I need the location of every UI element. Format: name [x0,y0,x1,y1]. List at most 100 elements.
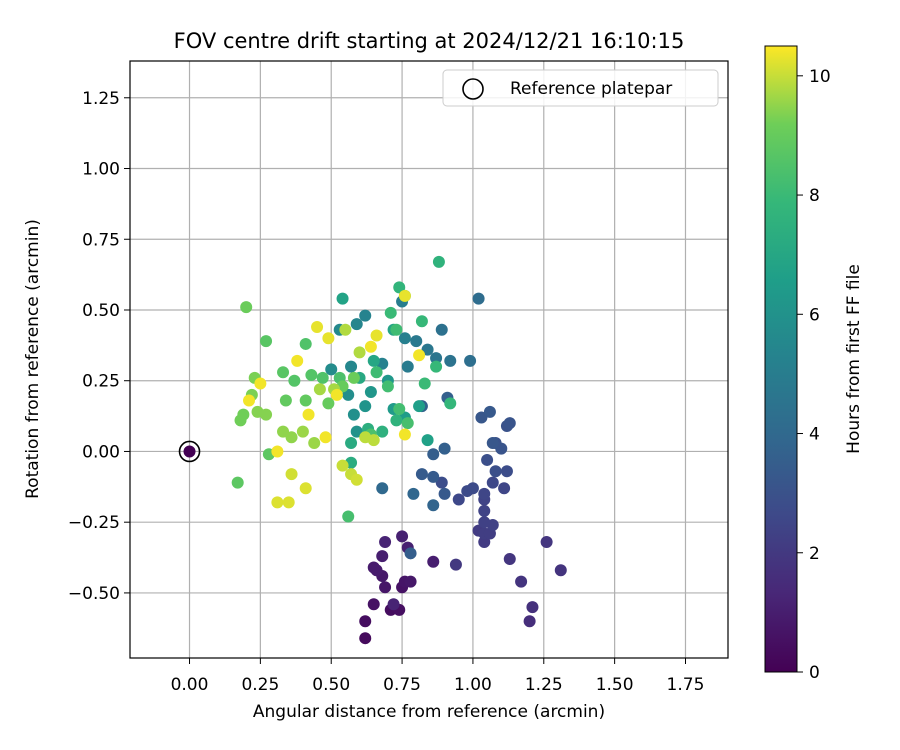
x-tick-label: 1.75 [667,675,705,695]
data-point [503,552,516,565]
data-point [316,371,329,384]
data-point [430,360,443,373]
data-point [359,632,372,645]
data-point [489,465,502,478]
colorbar: 0 2 4 6 8 10 Hours from first FF file [764,45,864,683]
data-point [311,320,324,333]
colorbar-tick-label: 6 [809,305,820,325]
data-point [254,377,267,390]
legend-entry-label: Reference platepar [510,79,672,99]
y-tick-label: −0.50 [68,584,120,604]
data-point [342,388,355,401]
data-point [415,468,428,481]
data-point [396,530,409,543]
data-point [299,482,312,495]
data-point [438,442,451,455]
data-point [413,400,426,413]
data-point [285,431,298,444]
data-point [481,453,494,466]
colorbar-tick-label: 10 [809,67,831,87]
data-point [183,445,196,458]
colorbar-tick-label: 0 [809,663,820,683]
y-tick-label: 1.25 [82,89,120,109]
data-point [319,431,332,444]
data-point [359,400,372,413]
data-point [384,306,397,319]
data-point [231,476,244,489]
data-point [401,417,414,430]
data-point [271,496,284,509]
data-point [390,323,403,336]
data-point [404,547,417,560]
x-tick-label: 1.50 [596,675,634,695]
colorbar-tick-label: 2 [809,544,820,564]
data-point [376,550,389,563]
data-point [308,436,321,449]
y-tick-label: 1.00 [82,160,120,180]
data-point [376,482,389,495]
data-point [464,354,477,367]
data-point [413,349,426,362]
y-tick-label: −0.25 [68,513,120,533]
data-point [379,581,392,594]
data-point [486,436,499,449]
data-point [277,366,290,379]
x-tick-label: 1.00 [454,675,492,695]
data-point [478,516,491,529]
data-point [407,487,420,500]
data-point [393,403,406,416]
data-point [483,405,496,418]
data-point [367,561,380,574]
reference-marker [178,440,201,463]
plot-area-frame [129,60,729,659]
data-point [472,292,485,305]
data-point [452,493,465,506]
data-point [418,377,431,390]
data-point [404,575,417,588]
data-point [313,383,326,396]
data-point [325,363,338,376]
data-point [381,380,394,393]
data-point [291,354,304,367]
data-point [540,535,553,548]
data-point [486,476,499,489]
data-point [359,615,372,628]
x-axis-ticks: 0.00 0.25 0.50 0.75 1.00 1.25 1.50 1.75 [171,658,705,695]
x-tick-label: 0.25 [241,675,279,695]
data-point [498,482,511,495]
data-point [367,354,380,367]
chart-title: FOV centre drift starting at 2024/12/21 … [174,29,685,53]
data-point [322,332,335,345]
data-point [387,598,400,611]
data-point [296,425,309,438]
y-tick-label: 0.00 [82,442,120,462]
data-point [336,292,349,305]
data-point [430,352,443,365]
legend: Reference platepar [442,69,719,107]
colorbar-ticks: 0 2 4 6 8 10 [797,67,831,683]
data-point [432,255,445,268]
data-point [376,425,389,438]
x-tick-label: 0.75 [383,675,421,695]
data-point [240,301,253,314]
data-point [379,535,392,548]
colorbar-label: Hours from first FF file [844,264,864,454]
data-point [350,425,363,438]
data-point [345,436,358,449]
data-point [515,575,528,588]
data-point [330,388,343,401]
data-point [398,428,411,441]
x-tick-label: 0.00 [171,675,209,695]
data-point [279,394,292,407]
data-point [288,374,301,387]
data-point [421,434,434,447]
data-point [398,289,411,302]
data-point [302,408,315,421]
data-point [444,397,457,410]
data-point [421,343,434,356]
data-point [260,408,273,421]
data-point [478,504,491,517]
x-tick-label: 0.50 [312,675,350,695]
data-point [345,360,358,373]
data-point [526,601,539,614]
